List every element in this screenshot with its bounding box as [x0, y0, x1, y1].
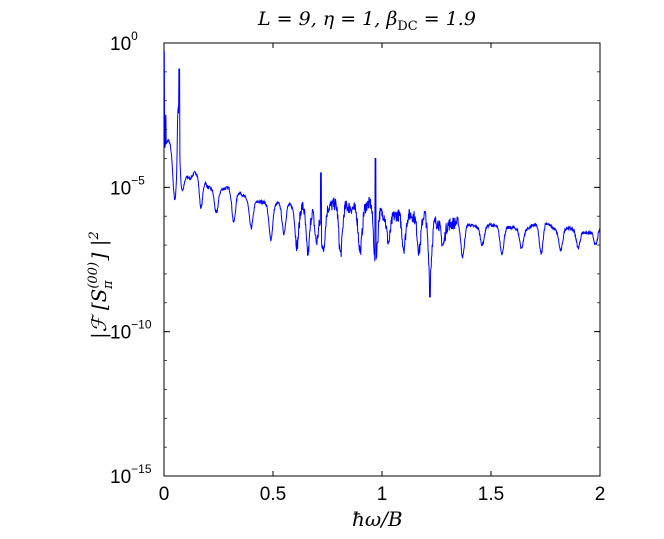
y-tick-label: 100 — [110, 29, 138, 55]
x-tick-label: 1.5 — [478, 484, 504, 505]
plot-area — [163, 42, 601, 477]
x-axis: 0 0.5 1 1.5 2 — [159, 43, 606, 505]
y-tick-label: 10−5 — [110, 173, 145, 199]
x-tick-label: 2 — [595, 484, 606, 505]
y-tick-exponent: −5 — [131, 173, 145, 187]
y-tick-exponent: 0 — [131, 29, 138, 43]
y-tick-base: 10 — [110, 323, 131, 344]
x-tick-label: 0.5 — [260, 484, 286, 505]
x-tick-label: 1 — [377, 484, 388, 505]
y-tick-base: 10 — [110, 467, 131, 488]
x-axis-label: ħω/B — [352, 507, 403, 531]
y-tick-label: 10−15 — [110, 462, 152, 488]
x-tick-label: 0 — [159, 484, 170, 505]
y-tick-label: 10−10 — [110, 318, 152, 344]
series-line-0 — [164, 51, 600, 298]
x-axis-label-text: ħω/B — [352, 507, 403, 531]
y-tick-exponent: −15 — [131, 462, 152, 476]
plot-frame — [163, 42, 601, 477]
y-tick-base: 10 — [110, 34, 131, 55]
chart-title: L = 9, η = 1, βDC = 1.9 — [257, 8, 476, 34]
y-tick-base: 10 — [110, 178, 131, 199]
title-text: L = 9, η = 1, βDC = 1.9 — [257, 8, 476, 34]
y-tick-exponent: −10 — [131, 318, 152, 332]
